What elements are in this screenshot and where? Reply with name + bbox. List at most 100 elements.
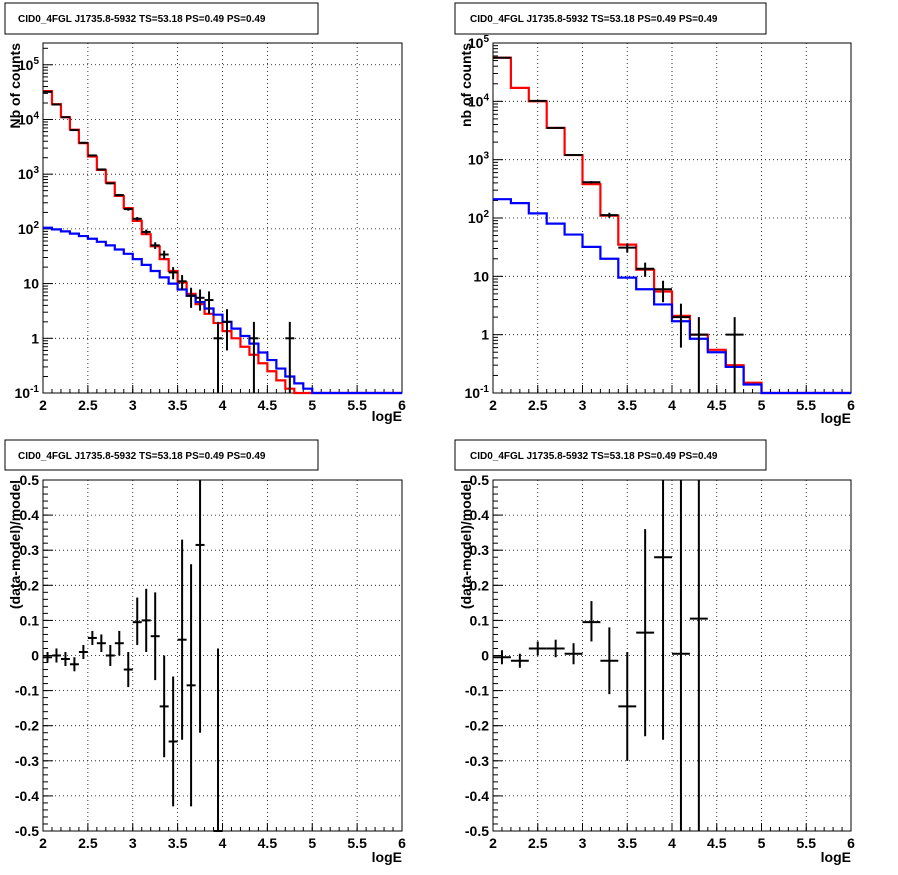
data-point xyxy=(213,648,223,832)
chart-title: CID0_4FGL J1735.8-5932 TS=53.18 PS=0.49 … xyxy=(470,451,718,462)
x-tick-label: 6 xyxy=(847,397,855,413)
y-tick-label: -0.5 xyxy=(15,823,39,839)
x-tick-label: 2.5 xyxy=(78,835,98,851)
data-point xyxy=(51,648,61,663)
data-point xyxy=(582,601,601,642)
y-tick-label: 0.3 xyxy=(470,542,490,558)
data-point xyxy=(600,212,619,218)
data-point xyxy=(78,141,88,144)
data-point xyxy=(582,181,601,184)
data-point xyxy=(222,309,232,351)
data-point xyxy=(493,650,511,665)
data-point xyxy=(636,529,655,737)
y-tick-label: 10-1 xyxy=(15,384,40,401)
data-point xyxy=(141,229,151,235)
y-tick-label: 1 xyxy=(31,330,39,346)
data-point xyxy=(150,242,160,249)
data-point xyxy=(43,651,52,663)
data-point xyxy=(159,655,169,758)
data-point xyxy=(618,243,637,253)
x-tick-label: 2 xyxy=(39,835,47,851)
y-axis-title: Nb of counts xyxy=(7,43,23,129)
data-point xyxy=(600,627,619,695)
plot-area: 2 2.5 3 3.5 4 4.5 5 5.5 6 -0.5 -0.4 -0.3 -0.2 -0.1 0 0.… xyxy=(15,472,406,851)
data-point xyxy=(132,597,142,645)
data-point xyxy=(249,321,259,393)
chart-title-box xyxy=(454,2,767,35)
y-tick-label: 10-1 xyxy=(465,384,490,401)
x-tick-label: 5 xyxy=(308,835,316,851)
plot-frame xyxy=(492,42,852,394)
data-point xyxy=(654,280,672,303)
y-tick-label: 104 xyxy=(468,92,490,109)
x-tick-label: 3.5 xyxy=(168,835,188,851)
x-axis-title: logE xyxy=(372,408,402,424)
data-point xyxy=(168,267,178,280)
data-point xyxy=(123,207,133,211)
data-point xyxy=(105,644,115,667)
panel-residuals-right: CID0_4FGL J1735.8-5932 TS=53.18 PS=0.49 … xyxy=(454,439,855,865)
y-tick-label: 0.4 xyxy=(470,507,490,523)
data-point xyxy=(78,644,88,660)
y-tick-label: -0.4 xyxy=(465,788,489,804)
data-point xyxy=(159,250,169,260)
data-point xyxy=(213,321,223,393)
data-point xyxy=(204,291,214,314)
x-tick-label: 2 xyxy=(489,835,497,851)
x-tick-label: 3 xyxy=(129,397,137,413)
chart-title: CID0_4FGL J1735.8-5932 TS=53.18 PS=0.49 … xyxy=(470,14,718,25)
data-point xyxy=(618,651,637,761)
data-point xyxy=(96,168,106,171)
x-tick-label: 4 xyxy=(219,397,227,413)
panel-counts-right: CID0_4FGL J1735.8-5932 TS=53.18 PS=0.49 … xyxy=(454,2,855,426)
data-point xyxy=(654,480,672,740)
y-tick-label: 105 xyxy=(468,34,490,51)
x-tick-label: 5 xyxy=(758,835,766,851)
data-point xyxy=(177,275,187,290)
panel-residuals-left: CID0_4FGL J1735.8-5932 TS=53.18 PS=0.49 … xyxy=(4,439,406,865)
y-tick-label: 0.5 xyxy=(470,472,490,488)
x-tick-label: 3.5 xyxy=(618,835,638,851)
x-tick-label: 4.5 xyxy=(258,397,278,413)
y-tick-label: 0.1 xyxy=(470,612,490,628)
data-point xyxy=(168,676,178,807)
data-point xyxy=(60,651,70,667)
model-source-histogram xyxy=(43,226,402,395)
data-point xyxy=(564,643,583,665)
x-tick-label: 4.5 xyxy=(707,397,727,413)
x-tick-label: 3 xyxy=(579,835,587,851)
data-point xyxy=(132,216,142,221)
chart-title-box xyxy=(454,439,767,471)
data-point xyxy=(285,321,295,393)
y-tick-label: 0.2 xyxy=(470,577,490,593)
x-tick-label: 3.5 xyxy=(168,397,188,413)
y-tick-label: 10 xyxy=(23,276,39,292)
y-tick-label: 0.1 xyxy=(20,612,40,628)
x-tick-label: 3 xyxy=(129,835,137,851)
model-source-histogram xyxy=(493,198,851,395)
plot-area: 2 2.5 3 3.5 4 4.5 5 5.5 6 -0.5 -0.4 -0.3 -0.2 -0.1 0 0.… xyxy=(465,472,855,851)
x-tick-label: 5.5 xyxy=(797,397,817,413)
data-point xyxy=(546,639,565,658)
y-tick-label: 104 xyxy=(18,110,40,127)
x-tick-label: 6 xyxy=(398,835,406,851)
y-tick-label: 0 xyxy=(481,648,489,664)
y-tick-label: 1 xyxy=(481,327,489,343)
x-axis-title: logE xyxy=(821,849,851,865)
y-tick-label: 0.5 xyxy=(20,472,40,488)
data-point xyxy=(87,630,97,645)
x-tick-label: 6 xyxy=(398,397,406,413)
y-tick-label: 102 xyxy=(468,209,490,226)
x-tick-label: 3 xyxy=(579,397,587,413)
y-tick-label: -0.2 xyxy=(465,718,489,734)
x-tick-label: 5 xyxy=(308,397,316,413)
data-point xyxy=(141,588,151,652)
data-point xyxy=(177,539,187,740)
data-point xyxy=(528,641,547,656)
data-point xyxy=(105,182,115,185)
x-tick-label: 2.5 xyxy=(528,397,548,413)
y-axis-title: (data-model)/model xyxy=(7,480,23,609)
y-tick-label: 102 xyxy=(18,220,40,237)
y-tick-label: -0.2 xyxy=(15,718,39,734)
